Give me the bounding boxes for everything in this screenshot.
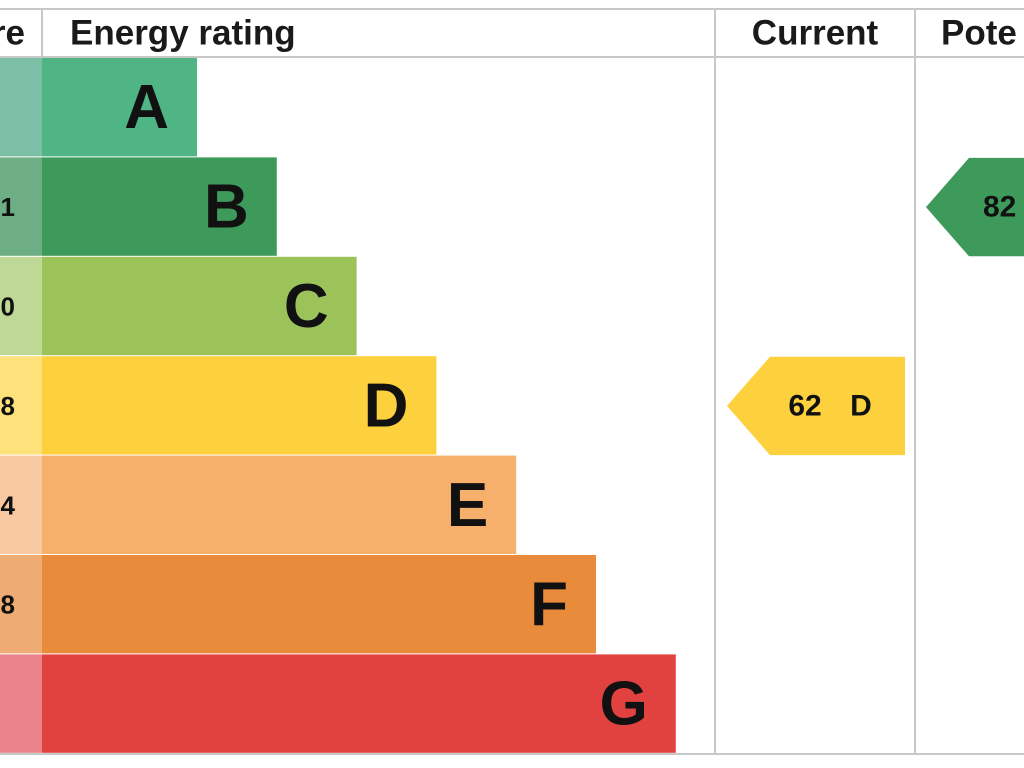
rating-bar bbox=[42, 555, 596, 654]
rating-bar bbox=[42, 356, 437, 455]
rating-bar bbox=[42, 455, 517, 554]
potential-header: Pote bbox=[941, 13, 1017, 52]
score-cell bbox=[0, 58, 42, 157]
rating-bar bbox=[42, 157, 277, 256]
rating-letter: A bbox=[124, 73, 169, 142]
current-arrow bbox=[727, 356, 905, 456]
rating-letter: D bbox=[364, 371, 409, 440]
score-cell bbox=[0, 356, 42, 455]
rating-header: Energy rating bbox=[70, 13, 296, 52]
score-range: 8 bbox=[1, 590, 15, 620]
table-rules bbox=[0, 8, 1024, 755]
score-range: 0 bbox=[1, 292, 15, 322]
score-cell bbox=[0, 654, 42, 753]
score-cell bbox=[0, 256, 42, 356]
potential-score: 82 bbox=[983, 191, 1016, 224]
score-header: re bbox=[0, 13, 25, 52]
potential-arrow bbox=[926, 157, 1024, 257]
current-score: 62 bbox=[788, 389, 821, 422]
score-range: 8 bbox=[1, 391, 15, 421]
rating-bar bbox=[42, 58, 197, 157]
current-band: D bbox=[850, 389, 872, 422]
score-cell bbox=[0, 157, 42, 256]
rating-letter: C bbox=[284, 272, 329, 341]
rating-letter: E bbox=[447, 471, 488, 540]
rating-letter: G bbox=[600, 670, 648, 739]
score-range: 1 bbox=[1, 192, 15, 222]
rating-letter: B bbox=[204, 173, 249, 242]
rating-letter: F bbox=[530, 570, 568, 639]
rating-bar bbox=[42, 654, 676, 753]
score-cell bbox=[0, 455, 42, 554]
current-header: Current bbox=[752, 13, 879, 52]
score-range: 4 bbox=[1, 490, 16, 520]
score-cell bbox=[0, 555, 42, 654]
rating-bar bbox=[42, 256, 357, 356]
